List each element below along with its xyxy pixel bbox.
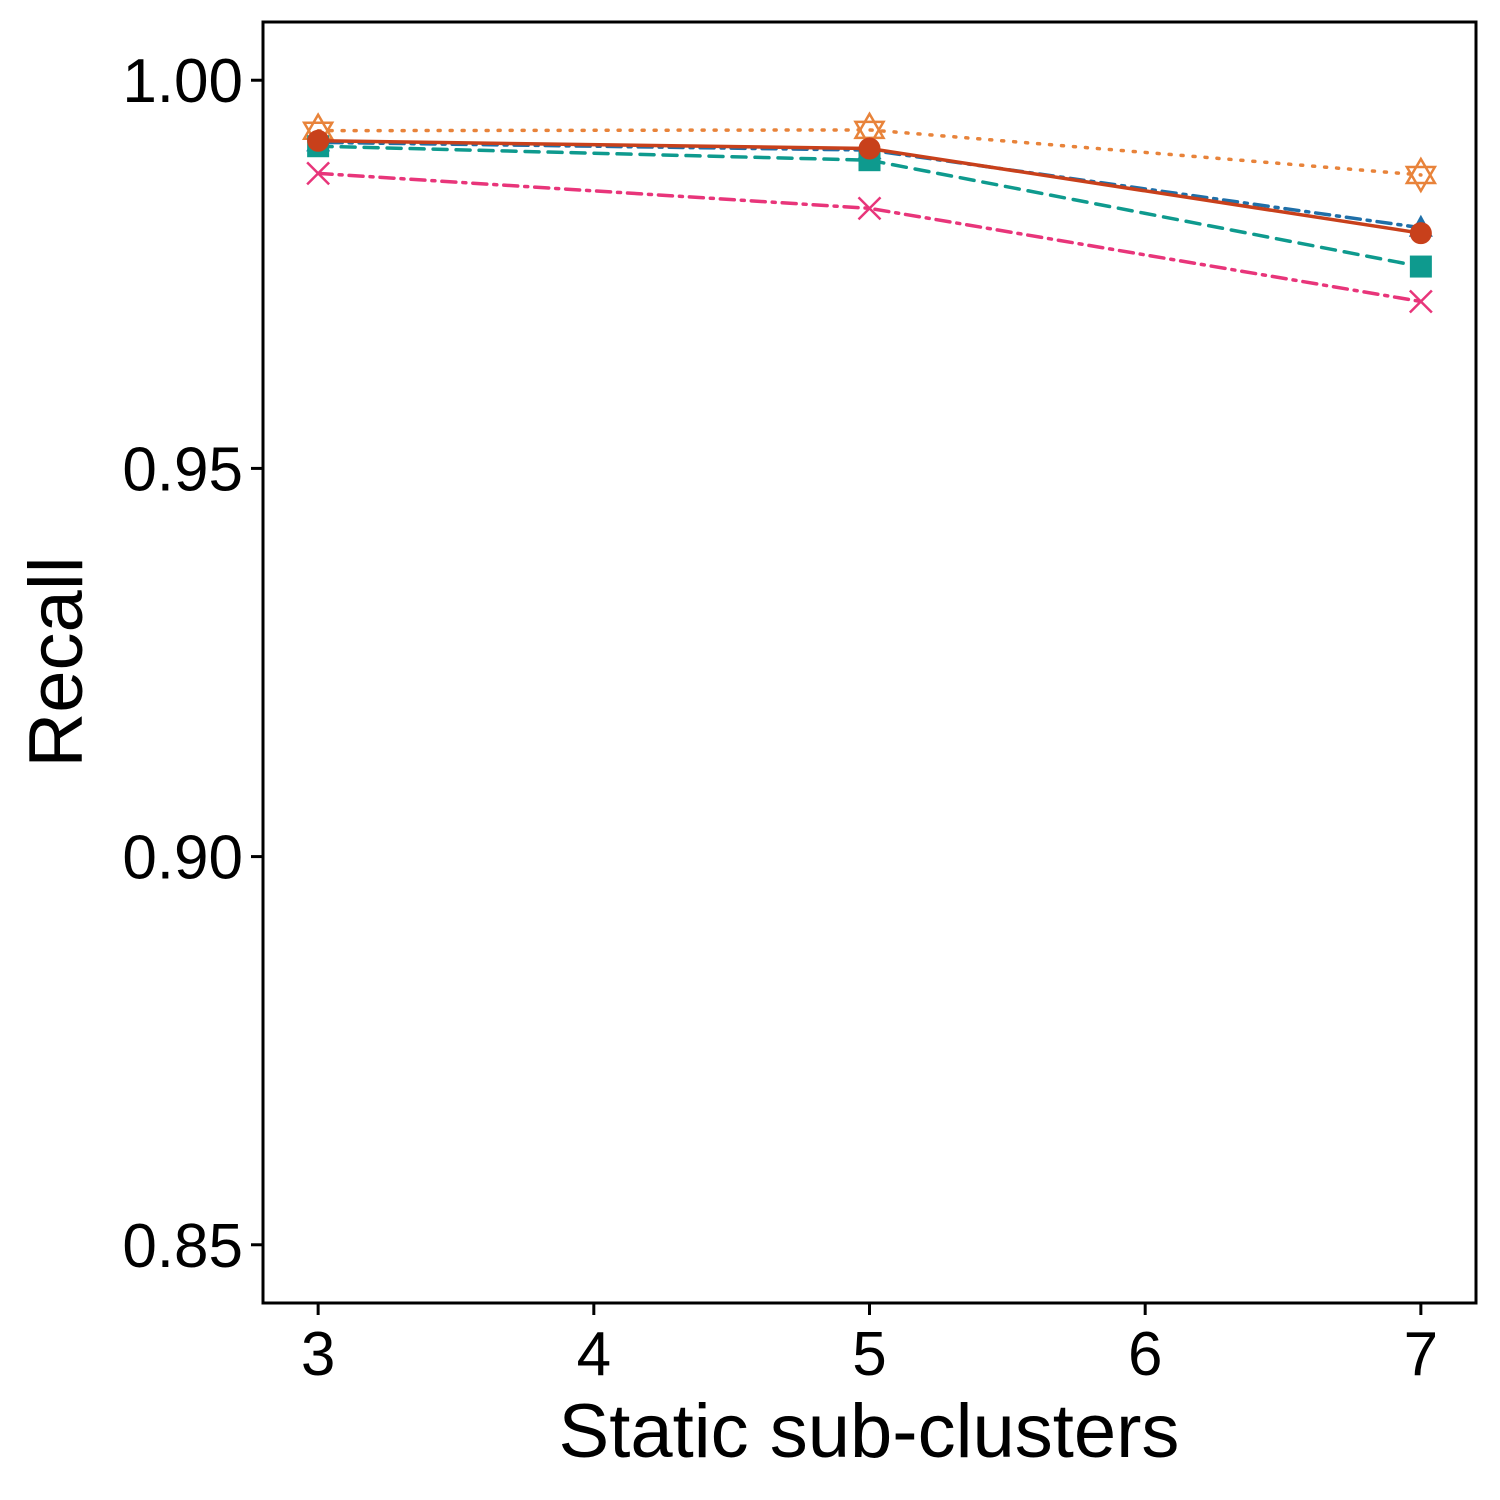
x-tick-label: 6	[1128, 1320, 1162, 1389]
series-layer	[301, 111, 1438, 314]
data-point-marker	[858, 137, 881, 160]
data-point-marker	[1409, 255, 1432, 278]
y-axis: 0.85 0.90 0.95 1.00	[122, 47, 263, 1281]
y-axis-title: Recall	[14, 556, 99, 767]
series-line	[316, 128, 1423, 177]
plot-panel	[261, 20, 1478, 1305]
x-tick-label: 5	[852, 1320, 886, 1389]
y-tick-label: 0.90	[122, 824, 243, 893]
x-tick-label: 4	[577, 1320, 611, 1389]
data-point-marker	[1409, 222, 1432, 245]
data-series	[307, 129, 1432, 245]
data-point-marker	[1404, 156, 1438, 194]
data-point-marker	[307, 129, 330, 152]
y-tick-label: 1.00	[122, 47, 243, 116]
x-tick-label: 3	[301, 1320, 335, 1389]
y-tick-label: 0.85	[122, 1212, 243, 1281]
x-axis-title: Static sub-clusters	[559, 1389, 1180, 1474]
data-point-marker	[857, 196, 882, 221]
data-series	[306, 161, 1433, 314]
x-tick-label: 7	[1404, 1320, 1438, 1389]
data-point-marker	[306, 161, 331, 186]
y-tick-label: 0.95	[122, 435, 243, 504]
data-point-marker	[1408, 289, 1433, 314]
x-axis: 3 4 5 6 7	[301, 1303, 1438, 1389]
